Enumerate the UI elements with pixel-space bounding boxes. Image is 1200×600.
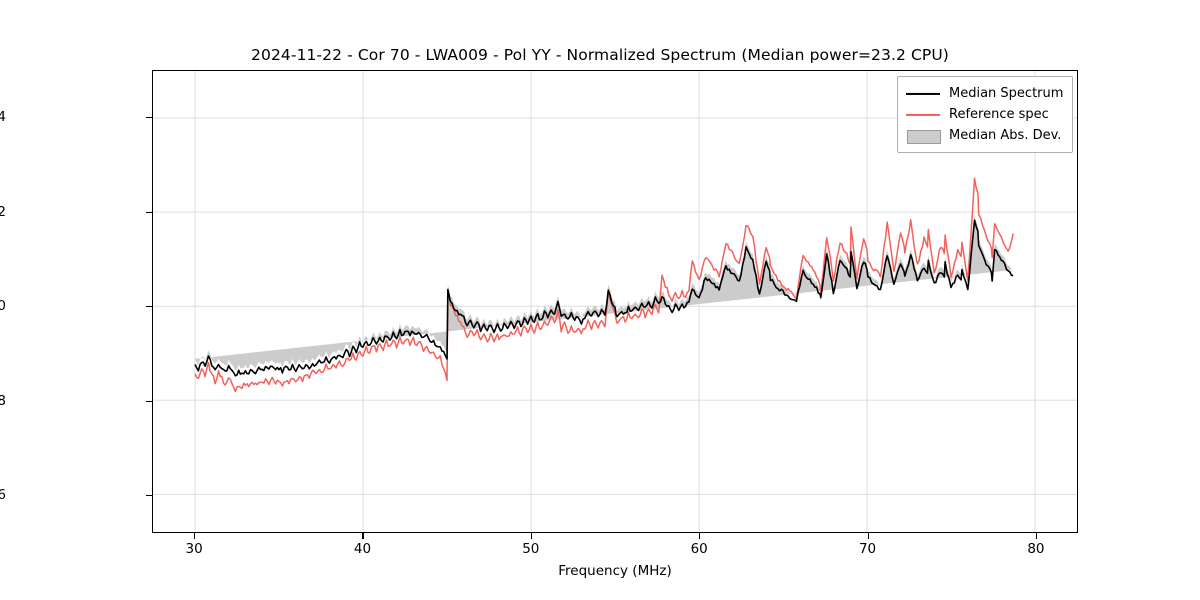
legend-line-swatch	[906, 108, 940, 122]
y-tick-label: 1.0	[0, 298, 6, 315]
legend-line-swatch	[906, 87, 940, 101]
y-tick-label: 1.4	[0, 109, 6, 126]
legend-patch-swatch	[906, 129, 941, 144]
spectrum-traces	[194, 177, 1014, 393]
line-swatch	[906, 113, 940, 116]
y-tick-mark	[146, 400, 152, 402]
y-tick-label: 0.6	[0, 487, 6, 504]
legend-item-label: Reference spec	[949, 107, 1049, 122]
page-title: 2024-11-22 - Cor 70 - LWA009 - Pol YY - …	[251, 46, 949, 64]
x-tick-label: 80	[1027, 541, 1045, 557]
x-tick-label: 50	[522, 541, 540, 557]
y-tick-label: 1.2	[0, 203, 6, 220]
line-swatch	[906, 92, 940, 95]
x-tick-label: 30	[185, 541, 203, 557]
x-axis-label: Frequency (MHz)	[558, 563, 672, 579]
legend-item-label: Median Abs. Dev.	[949, 128, 1062, 143]
legend-item: Median Abs. Dev.	[906, 125, 1063, 146]
x-tick-label: 70	[858, 541, 877, 557]
x-tick-mark	[194, 533, 196, 539]
x-tick-mark	[362, 533, 364, 539]
x-tick-label: 60	[690, 541, 708, 557]
x-tick-mark	[699, 533, 701, 539]
legend: Median Spectrum Reference spec Median Abs.…	[897, 76, 1074, 153]
x-tick-mark	[1035, 533, 1037, 539]
reference-spectrum-line	[194, 177, 1014, 393]
legend-item: Median Spectrum	[906, 83, 1063, 104]
x-tick-mark	[867, 533, 869, 539]
median-spectrum-line	[194, 219, 1014, 377]
x-tick-label: 40	[353, 541, 372, 557]
y-tick-mark	[146, 211, 152, 213]
legend-item: Reference spec	[906, 104, 1063, 125]
x-tick-mark	[530, 533, 532, 539]
y-tick-mark	[146, 117, 152, 119]
y-tick-mark	[146, 306, 152, 308]
legend-item-label: Median Spectrum	[949, 86, 1064, 101]
mad-band-swatch	[907, 129, 941, 144]
y-tick-mark	[146, 495, 152, 497]
mad-band	[194, 214, 1014, 371]
y-tick-label: 0.8	[0, 392, 6, 409]
